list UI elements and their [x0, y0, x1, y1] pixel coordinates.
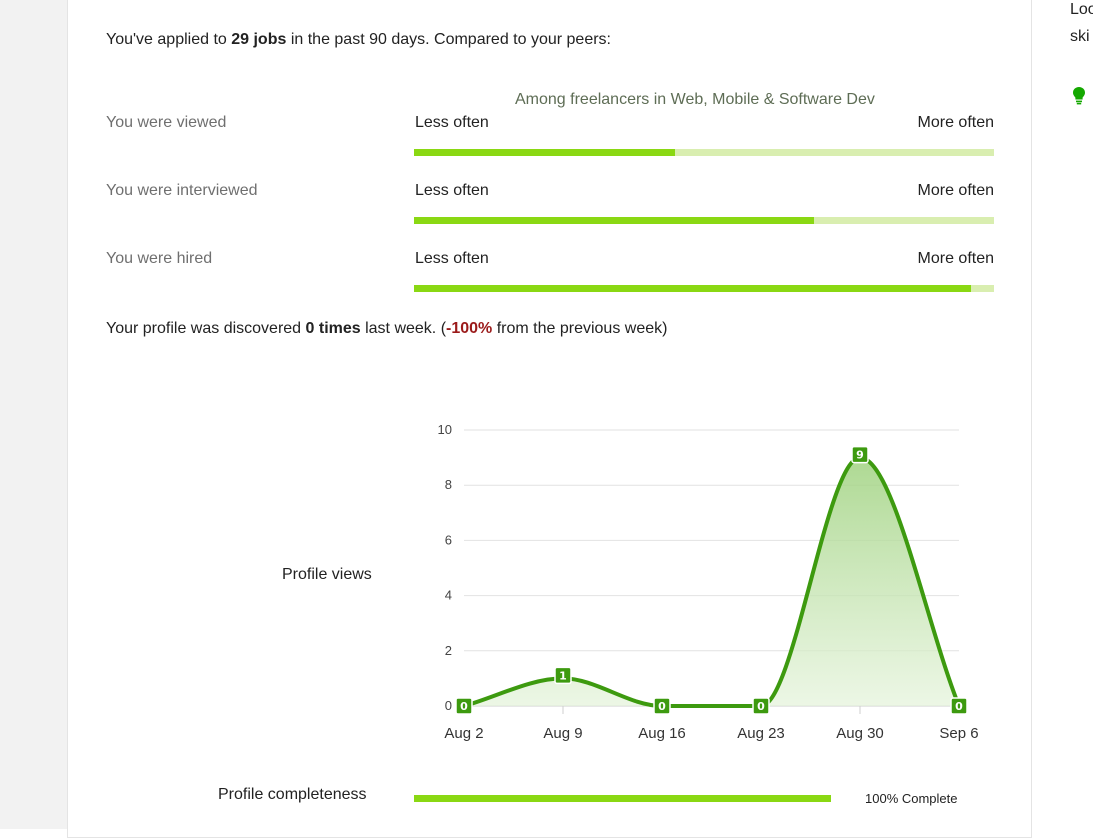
data-label-value: 0 — [955, 700, 963, 713]
data-label-box — [455, 697, 473, 715]
less-often-label: Less often — [415, 250, 489, 267]
y-tick-label: 0 — [445, 698, 452, 713]
data-label-box — [851, 445, 869, 464]
jobs-count: 29 jobs — [231, 31, 287, 48]
x-tick-label: Sep 6 — [939, 725, 978, 742]
change-percent: -100% — [446, 320, 493, 337]
less-often-label: Less often — [415, 114, 489, 131]
data-label-box — [950, 697, 968, 715]
discovered-summary: Your profile was discovered 0 times last… — [106, 320, 668, 337]
applied-summary: You've applied to 29 jobs in the past 90… — [106, 31, 611, 48]
y-tick-label: 10 — [438, 422, 452, 437]
data-point-label: 1 — [554, 666, 572, 685]
hired-bar-fill — [414, 285, 971, 292]
interviewed-label: You were interviewed — [106, 182, 258, 199]
right-panel-text-2: ski — [1070, 28, 1090, 45]
interviewed-bar-fill — [414, 217, 815, 224]
discovered-count: 0 times — [305, 320, 361, 337]
data-point-label: 0 — [455, 697, 473, 715]
right-panel-text-1: Loo — [1070, 1, 1093, 18]
completeness-value: 100% Complete — [865, 791, 958, 806]
data-label-value: 0 — [757, 700, 765, 713]
x-tick-label: Aug 23 — [737, 725, 785, 742]
data-point-label: 0 — [950, 697, 968, 715]
viewed-bar — [414, 149, 994, 156]
data-label-value: 9 — [856, 449, 864, 462]
profile-views-area — [464, 457, 959, 706]
data-label-value: 0 — [460, 700, 468, 713]
x-tick-label: Aug 9 — [543, 725, 582, 742]
more-often-label: More often — [917, 182, 994, 199]
data-label-value: 1 — [559, 669, 567, 682]
x-tick-label: Aug 30 — [836, 725, 884, 742]
data-label-box — [554, 666, 572, 685]
page-gutter — [0, 0, 67, 829]
y-tick-label: 6 — [445, 532, 452, 547]
interviewed-bar — [414, 217, 994, 224]
hired-bar — [414, 285, 994, 292]
more-often-label: More often — [917, 250, 994, 267]
profile-completeness-label: Profile completeness — [218, 786, 367, 803]
y-tick-label: 2 — [445, 643, 452, 658]
y-tick-label: 8 — [445, 477, 452, 492]
x-tick-label: Aug 16 — [638, 725, 686, 742]
data-point-label: 0 — [653, 697, 671, 715]
hired-label: You were hired — [106, 250, 213, 267]
more-often-label: More often — [917, 114, 994, 131]
less-often-label: Less often — [415, 182, 489, 199]
data-point-label: 9 — [851, 445, 869, 464]
y-tick-label: 4 — [445, 588, 452, 603]
data-label-box — [752, 697, 770, 715]
profile-views-label: Profile views — [282, 566, 372, 583]
data-label-value: 0 — [658, 700, 666, 713]
lightbulb-icon — [1073, 87, 1085, 105]
x-tick-label: Aug 2 — [444, 725, 483, 742]
viewed-label: You were viewed — [106, 114, 227, 131]
completeness-bar — [414, 795, 831, 802]
peer-group-heading: Among freelancers in Web, Mobile & Softw… — [515, 91, 875, 108]
data-point-label: 0 — [752, 697, 770, 715]
viewed-bar-fill — [414, 149, 675, 156]
data-label-box — [653, 697, 671, 715]
